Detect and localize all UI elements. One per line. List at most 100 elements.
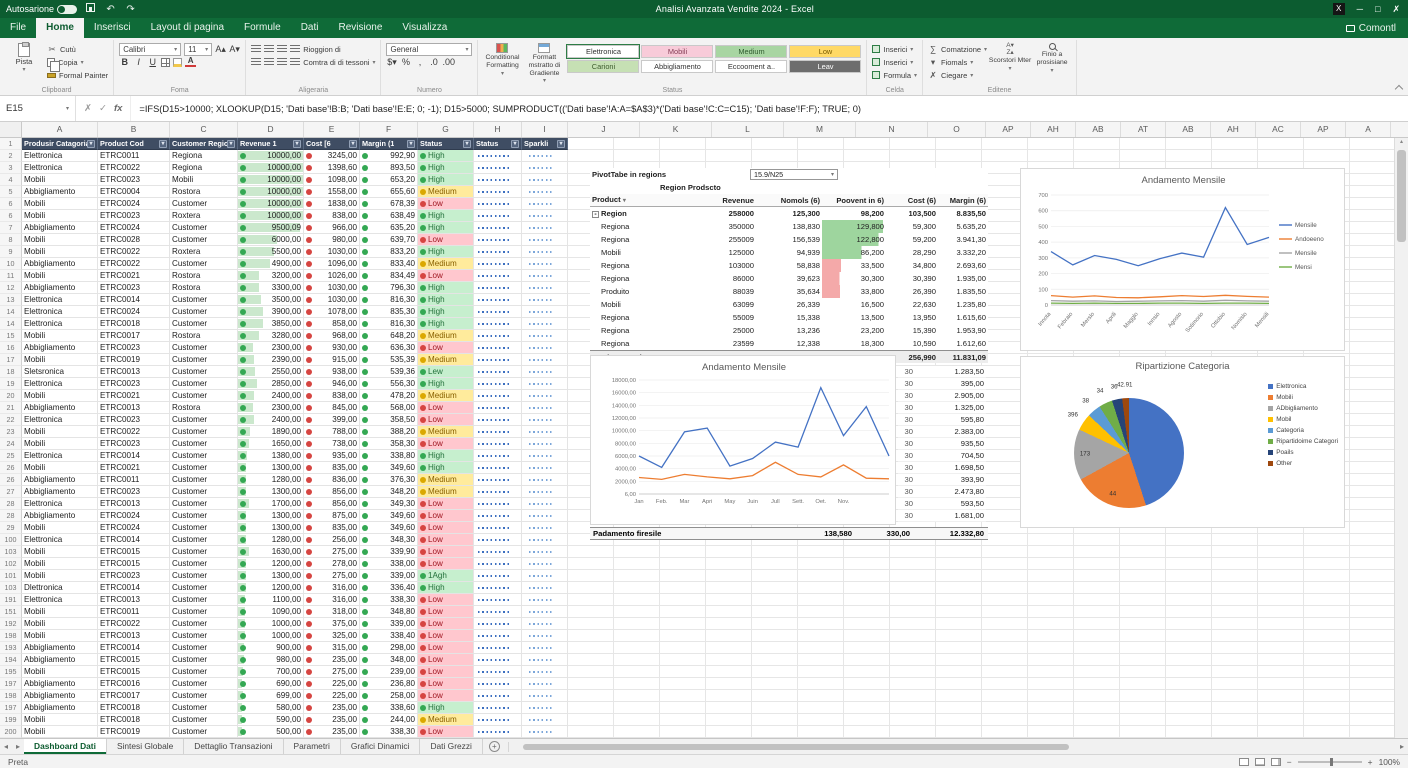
cell-sparkline[interactable] <box>474 498 522 510</box>
cell-status[interactable]: Low <box>418 666 474 678</box>
cell-category[interactable]: Mobili <box>22 462 98 474</box>
cell-region[interactable]: Rostora <box>170 282 238 294</box>
sheet-tab-grafici-dinamici[interactable]: Grafici Dinamici <box>341 739 421 754</box>
cell-revenue[interactable]: 980,00 <box>238 654 304 666</box>
cell-margin[interactable]: 348,80 <box>360 606 418 618</box>
cell-sparkline[interactable] <box>474 558 522 570</box>
save-icon[interactable] <box>84 3 97 15</box>
cell-margin[interactable]: 336,40 <box>360 582 418 594</box>
cell-cost[interactable]: 3245,00 <box>304 150 360 162</box>
merge-center-icon[interactable] <box>290 58 301 66</box>
cell-sparkline[interactable] <box>522 534 568 546</box>
cell-product-code[interactable]: ETRC0013 <box>98 366 170 378</box>
row-header[interactable]: 6 <box>0 198 22 210</box>
cell-product-code[interactable]: ETRC0011 <box>98 474 170 486</box>
pivot-cell[interactable]: 156,539 <box>792 235 820 244</box>
cell-region[interactable]: Customer <box>170 522 238 534</box>
cell-margin[interactable]: 638,49 <box>360 210 418 222</box>
cell-category[interactable]: Abbigliamento <box>22 474 98 486</box>
cell-sparkline[interactable] <box>522 714 568 726</box>
format-as-table-button[interactable]: Formatt mstratto di Gradiente ▾ <box>525 41 563 85</box>
cell-revenue[interactable]: 1650,00 <box>238 438 304 450</box>
cell-status[interactable]: Low <box>418 534 474 546</box>
cell-product-code[interactable]: ETRC0023 <box>98 174 170 186</box>
cell-sparkline[interactable] <box>522 726 568 738</box>
wrap-text-icon[interactable] <box>290 45 301 53</box>
cell-sparkline[interactable] <box>474 174 522 186</box>
cell-cost[interactable]: 1098,00 <box>304 174 360 186</box>
pivot-row[interactable]: - Region 258000 125,300 98,200 103,500 8.835,5… <box>590 207 988 220</box>
cell-region[interactable]: Customer <box>170 306 238 318</box>
cell-sparkline[interactable] <box>474 642 522 654</box>
cell-cost[interactable]: 938,00 <box>304 366 360 378</box>
cell-revenue[interactable]: 699,00 <box>238 690 304 702</box>
cell-revenue[interactable]: 2300,00 <box>238 342 304 354</box>
column-filter-header[interactable]: Product Cod ▾ <box>98 138 170 150</box>
cell-sparkline[interactable] <box>522 270 568 282</box>
cell-sparkline[interactable] <box>522 414 568 426</box>
row-header[interactable]: 103 <box>0 546 22 558</box>
cell-revenue[interactable]: 10000,00 <box>238 162 304 174</box>
cell-revenue[interactable]: 500,00 <box>238 726 304 738</box>
row-header[interactable]: 6 <box>0 210 22 222</box>
cell-category[interactable]: Abbigliamento <box>22 690 98 702</box>
cell-status[interactable]: Medium <box>418 330 474 342</box>
cell-status[interactable]: Medium <box>418 258 474 270</box>
cell-sparkline[interactable] <box>522 174 568 186</box>
cell-revenue[interactable]: 3900,00 <box>238 306 304 318</box>
bold-button[interactable]: B <box>121 57 128 67</box>
cell-revenue[interactable]: 1000,00 <box>238 618 304 630</box>
cell-category[interactable]: Abbigliamento <box>22 510 98 522</box>
side-value-row[interactable]: 30 2.905,00 <box>898 390 986 402</box>
cell-margin[interactable]: 539,36 <box>360 366 418 378</box>
cell-sparkline[interactable] <box>522 426 568 438</box>
cell-category[interactable]: Abbigliamento <box>22 642 98 654</box>
cell-sparkline[interactable] <box>522 438 568 450</box>
row-header[interactable]: 21 <box>0 402 22 414</box>
increase-decimal-icon[interactable]: .0 <box>430 57 438 67</box>
cell-product-code[interactable]: ETRC0024 <box>98 522 170 534</box>
pivot-cell[interactable]: 98,200 <box>860 209 884 218</box>
cell-margin[interactable]: 648,20 <box>360 330 418 342</box>
cell-margin[interactable]: 258,00 <box>360 690 418 702</box>
cell-revenue[interactable]: 10000,00 <box>238 150 304 162</box>
pivot-row[interactable]: Regiona 23599 12,338 18,300 10,590 1.612,60 <box>590 337 988 350</box>
cell-region[interactable]: Customer <box>170 486 238 498</box>
column-header[interactable]: C <box>170 122 238 137</box>
normal-view-icon[interactable] <box>1238 757 1249 766</box>
cell-margin[interactable]: 834,49 <box>360 270 418 282</box>
side-value-row[interactable]: 30 1.681,00 <box>898 510 986 522</box>
cell-revenue[interactable]: 1380,00 <box>238 450 304 462</box>
cell-margin[interactable]: 236,80 <box>360 678 418 690</box>
cell-revenue[interactable]: 580,00 <box>238 702 304 714</box>
pivot-cell[interactable]: 28,290 <box>912 248 936 257</box>
row-header[interactable]: 12 <box>0 282 22 294</box>
cell-region[interactable]: Customer <box>170 294 238 306</box>
wrap-text-label[interactable]: Rioggion di <box>303 44 341 54</box>
cell-category[interactable]: Mobili <box>22 198 98 210</box>
cell-sparkline[interactable] <box>474 678 522 690</box>
pivot-cell[interactable]: 13,950 <box>912 313 936 322</box>
cell-margin[interactable]: 298,00 <box>360 642 418 654</box>
pivot-cell[interactable]: 30,300 <box>822 272 886 285</box>
cell-region[interactable]: Customer <box>170 618 238 630</box>
cell-region[interactable]: Customer <box>170 390 238 402</box>
cell-sparkline[interactable] <box>474 702 522 714</box>
cell-status[interactable]: High <box>418 702 474 714</box>
cell-sparkline[interactable] <box>474 474 522 486</box>
cell-revenue[interactable]: 590,00 <box>238 714 304 726</box>
cell-product-code[interactable]: ETRC0023 <box>98 378 170 390</box>
select-all-corner[interactable] <box>0 122 22 137</box>
pivot-cell[interactable]: 39,623 <box>796 274 820 283</box>
cell-category[interactable]: Abbigliamento <box>22 678 98 690</box>
cell-sparkline[interactable] <box>474 534 522 546</box>
cell-sparkline[interactable] <box>522 654 568 666</box>
redo-icon[interactable]: ↷ <box>126 3 135 15</box>
cell-cost[interactable]: 315,00 <box>304 642 360 654</box>
pivot-cell[interactable]: 11.831,09 <box>952 352 986 362</box>
cell-cost[interactable]: 1838,00 <box>304 198 360 210</box>
pivot-row[interactable]: Mobili 125000 94,939 86,200 28,290 3.332,20 <box>590 246 988 259</box>
pivot-cell[interactable]: 30,390 <box>912 274 936 283</box>
cell-sparkline[interactable] <box>522 546 568 558</box>
cell-margin[interactable]: 833,40 <box>360 258 418 270</box>
